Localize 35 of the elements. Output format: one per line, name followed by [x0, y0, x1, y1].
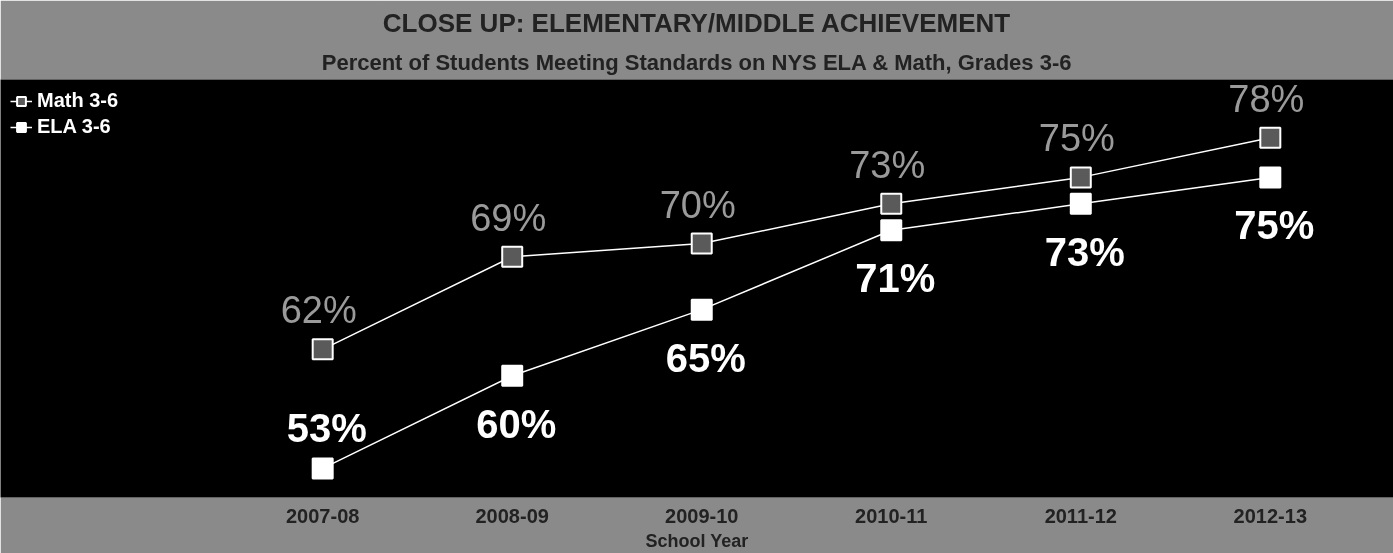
- data-label: 70%: [659, 183, 736, 226]
- point: [880, 219, 903, 242]
- point: [311, 338, 334, 361]
- legend-label: ELA 3-6: [37, 115, 111, 138]
- point: [690, 232, 713, 255]
- data-label: 75%: [1038, 117, 1115, 160]
- data-label: 60%: [476, 401, 557, 446]
- point: [311, 457, 334, 480]
- x-tick-label: 2012-13: [1233, 504, 1308, 527]
- data-label: 53%: [286, 406, 367, 451]
- point: [1259, 126, 1282, 149]
- point: [690, 298, 713, 321]
- point: [1069, 192, 1092, 215]
- data-label: 78%: [1228, 77, 1305, 120]
- point: [501, 364, 524, 387]
- data-label: 69%: [470, 196, 547, 239]
- x-tick-label: 2011-12: [1044, 504, 1117, 527]
- data-label: 71%: [855, 256, 936, 301]
- point: [1069, 166, 1092, 189]
- data-label: 73%: [849, 143, 926, 186]
- x-tick-label: 2010-11: [855, 504, 928, 527]
- point: [880, 192, 903, 215]
- x-tick-label: 2008-09: [475, 504, 549, 527]
- data-label: 75%: [1234, 203, 1315, 248]
- point: [1259, 166, 1282, 189]
- x-tick-label: 2009-10: [665, 504, 739, 527]
- data-label: 73%: [1044, 229, 1125, 274]
- x-tick-label: 2007-08: [285, 504, 360, 527]
- data-label: 65%: [665, 335, 746, 380]
- x-axis-title: School Year: [645, 530, 749, 551]
- point: [501, 245, 524, 268]
- legend-label: Math 3-6: [37, 89, 119, 112]
- chart-subtitle: Percent of Students Meeting Standards on NYS ELA & Math, Grades 3-6: [321, 49, 1072, 75]
- chart-title: CLOSE UP: ELEMENTARY/MIDDLE ACHIEVEMENT: [382, 7, 1011, 38]
- data-label: 62%: [280, 289, 357, 332]
